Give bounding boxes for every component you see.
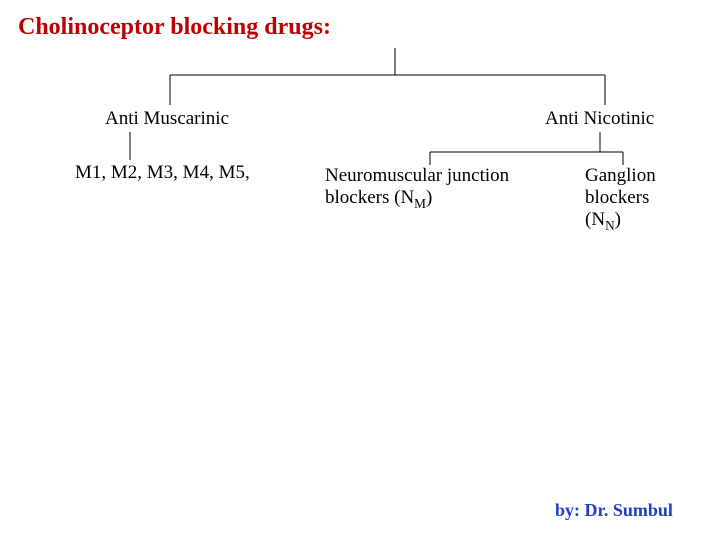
- ganglion-sub: N: [605, 218, 615, 233]
- node-ganglion-blockers: Ganglion blockers (NN): [585, 165, 656, 234]
- node-anti-nicotinic: Anti Nicotinic: [545, 108, 654, 130]
- anti-muscarinic-label: Anti Muscarinic: [105, 108, 229, 129]
- nmj-line1: Neuromuscular junction: [325, 165, 509, 186]
- author-credit: by: Dr. Sumbul: [555, 500, 673, 521]
- node-nmj-blockers: Neuromuscular junction blockers (NM): [325, 165, 509, 212]
- m-subtypes-label: M1, M2, M3, M4, M5,: [75, 162, 250, 183]
- author-text: by: Dr. Sumbul: [555, 500, 673, 520]
- nmj-sub: M: [414, 196, 426, 211]
- title-text: Cholinoceptor blocking drugs:: [18, 14, 331, 40]
- ganglion-line2: blockers: [585, 187, 649, 208]
- ganglion-line1: Ganglion: [585, 165, 656, 186]
- page-title: Cholinoceptor blocking drugs:: [18, 14, 331, 41]
- nmj-line2-suffix: ): [426, 187, 432, 208]
- connector-lines: [0, 0, 720, 540]
- node-m-subtypes: M1, M2, M3, M4, M5,: [75, 162, 250, 184]
- nmj-line2-prefix: blockers (N: [325, 187, 414, 208]
- node-anti-muscarinic: Anti Muscarinic: [105, 108, 229, 130]
- ganglion-line3-prefix: (N: [585, 209, 605, 230]
- anti-nicotinic-label: Anti Nicotinic: [545, 108, 654, 129]
- ganglion-line3-suffix: ): [615, 209, 621, 230]
